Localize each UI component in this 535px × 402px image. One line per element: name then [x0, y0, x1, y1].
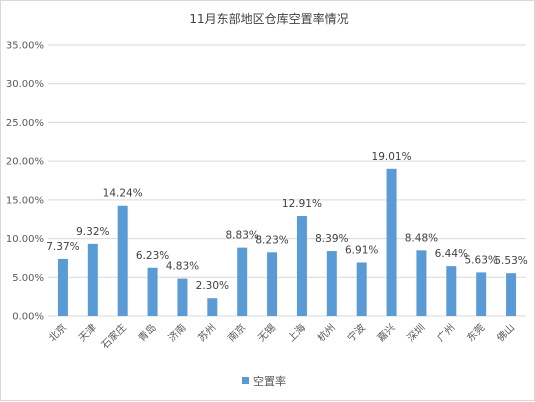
bar[interactable] — [446, 266, 457, 316]
data-label: 5.53% — [494, 255, 527, 267]
bar[interactable] — [267, 252, 278, 316]
data-label: 12.91% — [282, 198, 322, 210]
data-label: 7.37% — [46, 241, 79, 253]
y-tick-label: 25.00% — [6, 118, 44, 129]
x-tick-label: 天津 — [76, 322, 99, 345]
data-label: 8.23% — [255, 234, 288, 246]
bars — [57, 168, 517, 316]
bar[interactable] — [117, 205, 128, 316]
bar[interactable] — [506, 273, 517, 316]
bar[interactable] — [237, 247, 248, 316]
data-label: 2.30% — [196, 280, 229, 292]
data-label: 9.32% — [76, 226, 109, 238]
x-tick-label: 无锡 — [255, 321, 278, 344]
x-tick-label: 青岛 — [135, 321, 158, 344]
data-label: 8.48% — [405, 232, 438, 244]
x-tick-label: 深圳 — [405, 322, 428, 345]
bar[interactable] — [386, 168, 397, 316]
y-tick-label: 10.00% — [6, 234, 44, 245]
x-tick-label: 石家庄 — [98, 321, 128, 351]
data-label: 4.83% — [166, 261, 199, 273]
y-tick-label: 0.00% — [12, 312, 44, 323]
y-axis-ticks: 0.00% 5.00% 10.00% 15.00% 20.00% 25.00% 30.00%… — [6, 41, 44, 323]
bar[interactable] — [57, 258, 68, 316]
legend[interactable]: 空置率 — [242, 374, 286, 388]
x-tick-label: 宁波 — [344, 321, 367, 344]
bar[interactable] — [326, 251, 337, 316]
data-label: 14.24% — [103, 188, 143, 200]
x-tick-label: 济南 — [165, 321, 188, 344]
bar[interactable] — [87, 243, 98, 316]
x-tick-label: 杭州 — [315, 321, 338, 344]
x-tick-label: 南京 — [225, 321, 248, 344]
x-tick-label: 东莞 — [464, 321, 487, 344]
y-tick-label: 15.00% — [6, 195, 44, 206]
data-label: 5.63% — [465, 254, 498, 266]
bar[interactable] — [416, 250, 427, 316]
legend-swatch — [242, 377, 249, 384]
data-label: 8.83% — [226, 230, 259, 242]
bar[interactable] — [147, 267, 158, 316]
data-label: 6.44% — [435, 248, 468, 260]
legend-label: 空置率 — [253, 374, 286, 388]
x-axis-ticks: 北京 天津 石家庄 青岛 济南 苏州 南京 无锡 上海 杭州 宁波 嘉兴 深圳 广州 东莞 佛山 — [46, 321, 517, 351]
data-label: 6.23% — [136, 250, 169, 262]
data-labels: 7.37% 9.32% 14.24% 6.23%4.83% 2.30% 8.83%8.23… — [46, 151, 528, 292]
bar[interactable] — [207, 298, 218, 316]
bar[interactable] — [177, 278, 188, 316]
x-tick-label: 广州 — [435, 322, 458, 345]
bar[interactable] — [296, 216, 307, 316]
x-tick-label: 上海 — [285, 321, 308, 344]
y-tick-label: 35.00% — [6, 41, 44, 52]
data-label: 19.01% — [372, 151, 412, 163]
x-tick-label: 嘉兴 — [374, 321, 397, 344]
bar[interactable] — [356, 262, 367, 316]
data-label: 6.91% — [345, 244, 378, 256]
x-tick-label: 苏州 — [195, 321, 218, 344]
x-tick-label: 北京 — [46, 321, 69, 344]
data-label: 8.39% — [315, 233, 348, 245]
y-tick-label: 20.00% — [6, 157, 44, 168]
chart-title: 11月东部地区仓库空置率情况 — [189, 11, 348, 26]
x-tick-label: 佛山 — [494, 321, 517, 344]
bar[interactable] — [476, 272, 487, 316]
y-tick-label: 30.00% — [6, 79, 44, 90]
y-tick-label: 5.00% — [12, 273, 44, 284]
